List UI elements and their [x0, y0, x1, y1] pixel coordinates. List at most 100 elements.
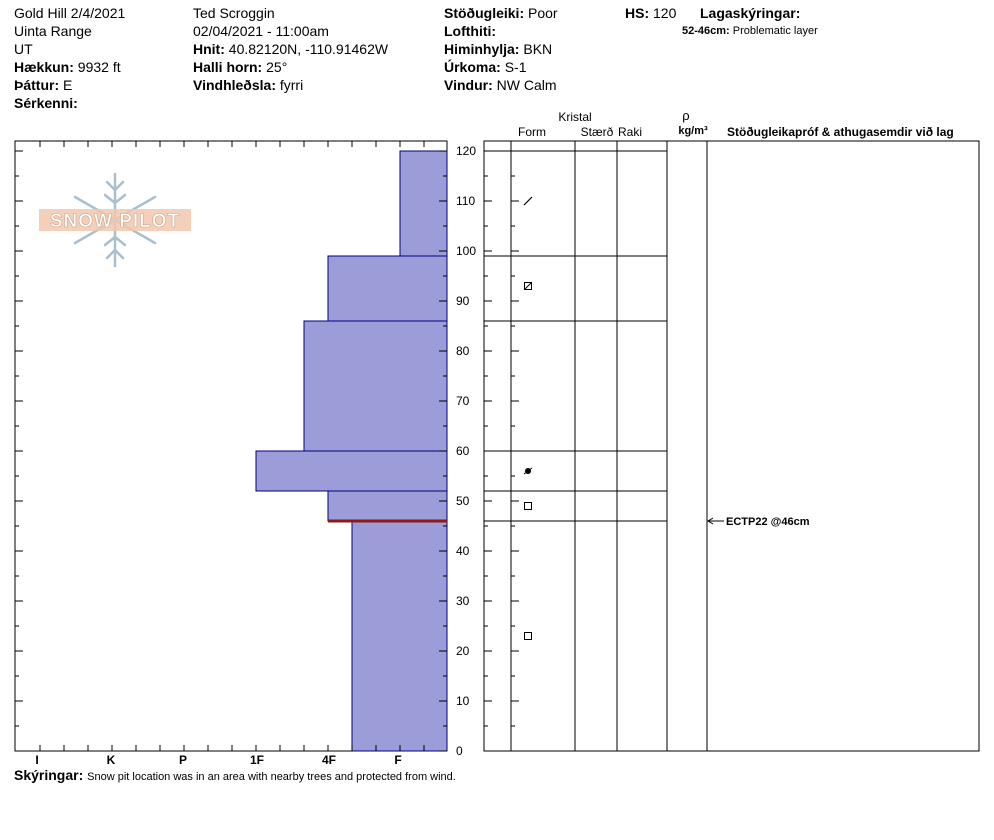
elevation-value: 9932 ft — [77, 59, 121, 75]
elevation: Hækkun: 9932 ft — [14, 58, 125, 76]
elevation-label: Hækkun: — [14, 59, 74, 75]
precip-label: Úrkoma: — [444, 59, 501, 75]
hardness-layer-bar — [399, 150, 448, 257]
hardness-tick-label: F — [394, 753, 401, 767]
depth-tick-label: 50 — [456, 494, 470, 508]
hardness-tick-label: K — [107, 753, 116, 767]
crystal-header: Kristal — [558, 110, 591, 124]
comments-label: Skýringar: — [14, 767, 84, 783]
logo-text: SNOW PILOT — [50, 211, 180, 232]
snowpilot-logo: SNOW PILOT — [39, 172, 191, 268]
layer-table-frame — [483, 140, 980, 752]
hardness-layer-bar — [327, 255, 448, 322]
hardness-tick-label: 4F — [322, 753, 336, 767]
coords-label: Hnit: — [193, 41, 225, 57]
precip-value: S-1 — [504, 59, 527, 75]
layer-note-text: Problematic layer — [732, 25, 818, 37]
depth-tick-label: 70 — [456, 394, 470, 408]
slope-angle: Halli horn: 25° — [193, 58, 388, 76]
depth-tick-label: 80 — [456, 344, 470, 358]
sky-value: BKN — [523, 41, 553, 57]
depth-tick-label: 0 — [456, 744, 463, 758]
wind-loading-value: fyrri — [279, 77, 304, 93]
layer-note: 52-46cm: Problematic layer — [682, 22, 818, 40]
features: Sérkenni: — [14, 94, 125, 112]
faceted-crystal-icon — [524, 502, 532, 510]
sky-label: Himinhylja: — [444, 41, 520, 57]
layer-table-lines — [484, 141, 708, 751]
hardness-layer-bar — [327, 490, 448, 522]
depth-tick-label: 110 — [456, 194, 475, 208]
axis-ticks: 0 10 20 30 40 50 60 70 80 90 100 110 120 I K P 1F 4F F — [15, 141, 519, 767]
wind-loading-label: Vindhleðsla: — [193, 77, 276, 93]
moisture-header: Raki — [618, 125, 642, 139]
hs-value: 120 — [653, 5, 677, 21]
precipitation-particle-icon — [523, 196, 533, 206]
depth-tick-label: 90 — [456, 294, 470, 308]
aspect-label: Þáttur: — [14, 77, 60, 93]
coordinates: Hnit: 40.82120N, -110.91462W — [193, 40, 388, 58]
rounded-faceted-icon — [524, 282, 532, 290]
air-temp-label: Lofthiti: — [444, 23, 497, 39]
observation-datetime: 02/04/2021 - 11:00am — [193, 23, 329, 39]
header-col-location: Gold Hill 2/4/2021 Uinta Range UT Hækkun… — [14, 4, 125, 112]
grain-form-symbols — [523, 196, 533, 640]
rounded-faceted-slash — [524, 282, 532, 290]
depth-tick-label: 120 — [456, 144, 476, 158]
faceted-crystal-icon — [524, 632, 532, 640]
depth-tick-label: 20 — [456, 644, 470, 658]
state: UT — [14, 41, 33, 57]
arrowhead-icon — [707, 517, 714, 525]
stability: Stöðugleiki: Poor — [444, 4, 558, 22]
logo-band — [39, 209, 191, 231]
wind-value: NW Calm — [496, 77, 557, 93]
depth-tick-label: 10 — [456, 694, 470, 708]
depth-tick-label: 100 — [456, 244, 476, 258]
aspect: Þáttur: E — [14, 76, 125, 94]
footer-comments: Skýringar: Snow pit location was in an a… — [14, 766, 456, 786]
melt-freeze-icon — [523, 467, 533, 475]
comments-text: Snow pit location was in an area with ne… — [87, 771, 456, 783]
observer-name: Ted Scroggin — [193, 5, 275, 21]
layer-notes-label: Lagaskýringar: — [700, 5, 801, 21]
melt-freeze-stroke — [523, 467, 533, 475]
hardness-tick-label: P — [179, 753, 187, 767]
stability-label: Stöðugleiki: — [444, 5, 525, 21]
test-result-label: ECTP22 @46cm — [726, 516, 810, 528]
location-title: Gold Hill 2/4/2021 — [14, 5, 126, 21]
wind: Vindur: NW Calm — [444, 76, 558, 94]
depth-tick-label: 60 — [456, 444, 470, 458]
hardness-layer-bar — [255, 450, 448, 492]
stability-value: Poor — [528, 5, 558, 21]
depth-tick-label: 30 — [456, 594, 470, 608]
air-temp: Lofthiti: — [444, 22, 558, 40]
mountain-range: Uinta Range — [14, 23, 92, 39]
snow-height: HS: 120 — [625, 4, 676, 22]
wind-label: Vindur: — [444, 77, 493, 93]
layer-notes-title: Lagaskýringar: — [700, 4, 800, 22]
slope-value: 25° — [266, 59, 288, 75]
density-unit-header: kg/m³ — [678, 125, 708, 137]
rounded-faceted-square — [524, 282, 532, 290]
layer-note-range: 52-46cm: — [682, 25, 730, 37]
slope-label: Halli horn: — [193, 59, 263, 75]
coords-value: 40.82120N, -110.91462W — [228, 41, 389, 57]
wind-loading: Vindhleðsla: fyrri — [193, 76, 388, 94]
rho-header: ρ — [682, 108, 689, 123]
hardness-layers — [255, 150, 448, 752]
hardness-tick-label: I — [35, 753, 38, 767]
hardness-tick-label: 1F — [250, 753, 264, 767]
aspect-value: E — [63, 77, 73, 93]
test-result-annotation: ECTP22 @46cm — [707, 516, 810, 528]
header-col-observer: Ted Scroggin 02/04/2021 - 11:00am Hnit: … — [193, 4, 388, 94]
size-header: Stærð — [581, 125, 614, 139]
features-label: Sérkenni: — [14, 95, 78, 111]
sky-cover: Himinhylja: BKN — [444, 40, 558, 58]
header-col-weather: Stöðugleiki: Poor Lofthiti: Himinhylja: … — [444, 4, 558, 94]
precipitation: Úrkoma: S-1 — [444, 58, 558, 76]
depth-tick-label: 40 — [456, 544, 470, 558]
hardness-layer-bar — [303, 320, 448, 452]
hs-label: HS: — [625, 5, 650, 21]
stability-tests-header: Stöðugleikapróf & athugasemdir við lag — [727, 125, 954, 139]
